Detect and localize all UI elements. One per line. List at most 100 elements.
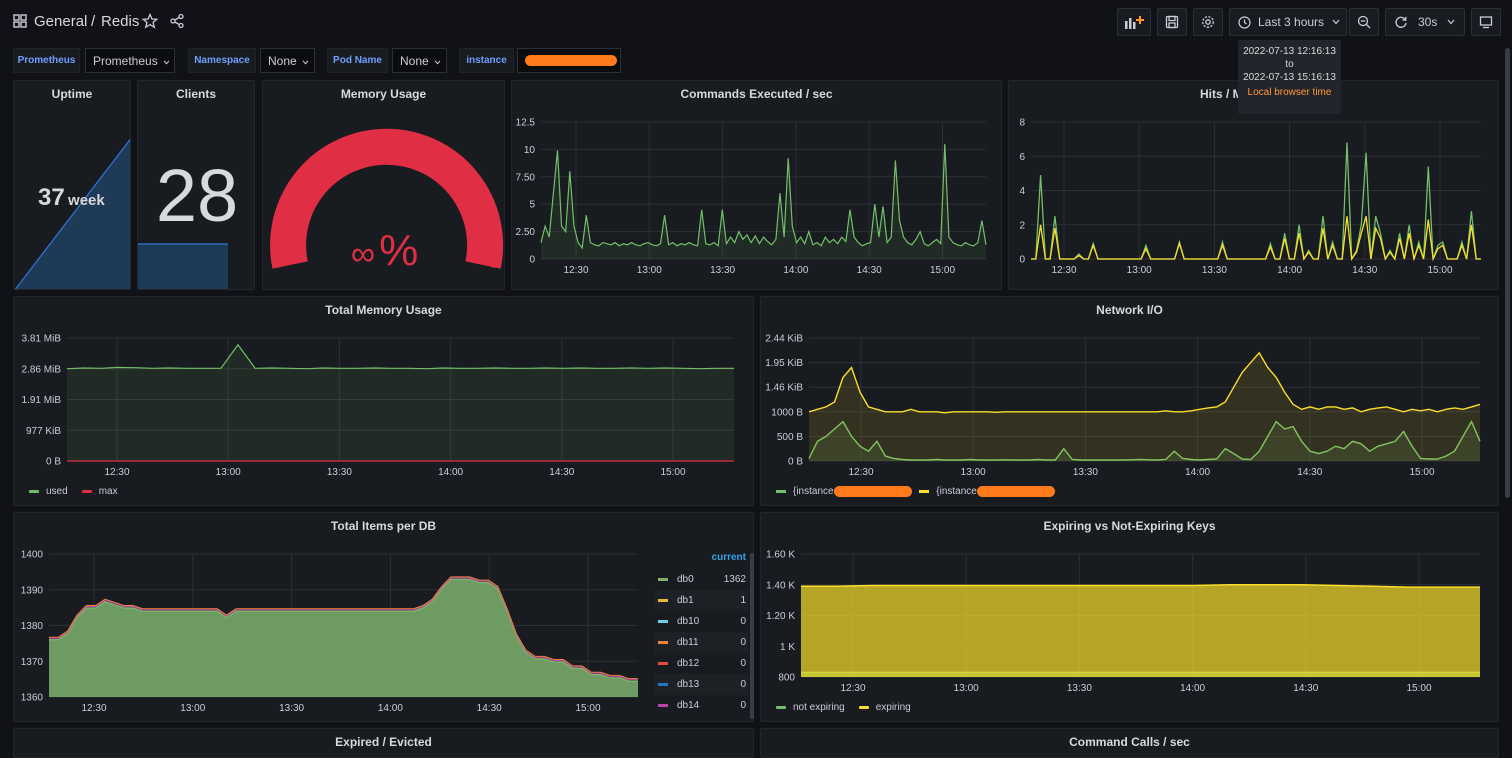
legend-swatch — [658, 662, 668, 665]
x-tick-label: 12:30 — [1051, 265, 1076, 276]
legend-current-value: 0 — [740, 679, 746, 690]
variable-select-pod-name[interactable]: None — [392, 48, 447, 73]
star-icon[interactable] — [141, 12, 159, 32]
dashboard-settings-button[interactable] — [1193, 8, 1223, 36]
panel-title: Memory Usage — [340, 87, 427, 101]
dashboard-title[interactable]: Redis — [101, 13, 140, 30]
legend-item[interactable]: expiring — [858, 702, 911, 713]
y-tick-label: 977 KiB — [26, 426, 61, 437]
legend-current-value: 0 — [740, 700, 746, 711]
breadcrumb-separator: / — [91, 13, 96, 30]
legend-label: db0 — [677, 574, 694, 585]
x-tick-label: 15:00 — [930, 265, 955, 276]
legend-row[interactable]: db14 0 — [654, 695, 748, 716]
chart-legend: not expiring expiring — [776, 702, 925, 713]
legend-label: db1 — [677, 595, 694, 606]
legend-row[interactable]: db1 1 — [654, 590, 748, 611]
dashboard-grid-icon[interactable] — [12, 13, 28, 29]
series-line — [808, 420, 1481, 461]
legend-label: db12 — [677, 658, 700, 669]
time-range-picker[interactable]: Last 3 hours — [1229, 8, 1347, 36]
legend-column-current[interactable]: current — [711, 552, 746, 563]
chart-legend: {instance="", job="Redis"} {instance="", … — [776, 486, 1063, 497]
refresh-icon — [1394, 15, 1408, 29]
legend-row[interactable]: db13 0 — [654, 674, 748, 695]
memory-gauge-number: ∞ — [350, 235, 376, 273]
y-tick-label: 1.60 K — [766, 550, 795, 561]
legend-label: expiring — [875, 702, 911, 713]
tv-mode-button[interactable] — [1471, 8, 1501, 36]
legend-swatch — [81, 490, 92, 493]
refresh-picker[interactable]: 30s — [1385, 8, 1465, 36]
x-tick-label: 13:30 — [279, 703, 304, 714]
x-tick-label: 14:00 — [1277, 265, 1302, 276]
legend-item[interactable]: used — [29, 486, 68, 497]
tooltip-to: 2022-07-13 15:16:13 — [1243, 72, 1336, 83]
variable-value-namespace: None — [268, 53, 297, 68]
legend-item[interactable]: not expiring — [776, 702, 845, 713]
top-bar: General / Redis Last 3 hours — [0, 0, 1512, 44]
legend-item[interactable]: {instance="", job="Redis"} — [919, 486, 1056, 497]
add-panel-button[interactable] — [1117, 8, 1151, 36]
share-icon[interactable] — [169, 13, 185, 32]
x-tick-label: 15:00 — [1409, 467, 1434, 478]
uptime-unit: week — [68, 192, 105, 209]
time-range-tooltip: 2022-07-13 12:16:13 to 2022-07-13 15:16:… — [1238, 40, 1341, 114]
x-tick-label: 13:00 — [954, 683, 979, 694]
legend-row[interactable]: db0 1362 — [654, 569, 748, 590]
legend-label: db14 — [677, 700, 700, 711]
x-tick-label: 14:30 — [857, 265, 882, 276]
memory-gauge-unit: % — [379, 226, 419, 275]
legend-row[interactable]: db10 0 — [654, 611, 748, 632]
series-area — [49, 579, 638, 697]
y-tick-label: 8 — [1019, 118, 1025, 129]
zoom-out-button[interactable] — [1349, 8, 1379, 36]
legend-row[interactable]: db11 0 — [654, 632, 748, 653]
expiring-chart: 800 1 K 1.20 K 1.40 K 1.60 K 12:30 13:00 13:30 1… — [766, 550, 1480, 694]
series-area — [541, 143, 986, 259]
clients-value: 28 — [155, 154, 239, 237]
uptime-value: 37 — [38, 184, 65, 211]
y-tick-label: 2 — [1019, 220, 1025, 231]
y-tick-label: 500 B — [777, 432, 803, 443]
variable-label-namespace: Namespace — [188, 48, 256, 73]
series-area — [801, 584, 1480, 677]
save-dashboard-button[interactable] — [1157, 8, 1187, 36]
y-tick-label: 7.50 — [516, 172, 536, 183]
legend-item[interactable]: max — [81, 486, 118, 497]
panel-title: Total Items per DB — [330, 519, 437, 533]
legend-label: not expiring — [793, 702, 845, 713]
variable-select-namespace[interactable]: None — [260, 48, 315, 73]
x-tick-label: 13:30 — [1073, 467, 1098, 478]
legend-item[interactable]: {instance="", job="Redis"} — [776, 486, 912, 497]
tooltip-to-word: to — [1285, 59, 1294, 70]
legend-label: db11 — [677, 637, 699, 648]
settings-icon — [1201, 15, 1215, 29]
variable-label-instance: instance — [459, 48, 514, 73]
x-tick-label: 14:30 — [549, 467, 574, 478]
variable-select-datasource[interactable]: Prometheus — [85, 48, 175, 73]
legend-row[interactable]: db12 0 — [654, 653, 748, 674]
legend-swatch — [29, 490, 39, 493]
chart-legend: used max — [29, 486, 132, 497]
series-line — [801, 584, 1480, 588]
legend-swatch — [658, 620, 668, 623]
legend-swatch — [658, 641, 668, 644]
tv-mode-icon — [1479, 15, 1493, 29]
x-tick-label: 13:30 — [710, 265, 735, 276]
variable-value-pod-name: None — [400, 53, 429, 68]
chevron-down-icon — [302, 54, 309, 68]
y-tick-label: 1390 — [21, 585, 44, 596]
y-tick-label: 4 — [1019, 186, 1025, 197]
panel-clients: Clients 28 — [137, 80, 255, 290]
y-tick-label: 1400 — [21, 550, 44, 561]
x-tick-label: 14:30 — [1297, 467, 1322, 478]
x-tick-label: 15:00 — [575, 703, 600, 714]
panel-commands-executed: Commands Executed / sec 0 2.50 5 7.50 10 12.5… — [511, 80, 1002, 290]
breadcrumb-folder[interactable]: General — [34, 13, 88, 30]
legend-scrollbar[interactable] — [750, 553, 754, 719]
legend-swatch — [776, 706, 786, 709]
legend-swatch — [658, 599, 668, 602]
variable-select-instance[interactable] — [517, 48, 621, 73]
page-scrollbar[interactable] — [1505, 48, 1510, 498]
